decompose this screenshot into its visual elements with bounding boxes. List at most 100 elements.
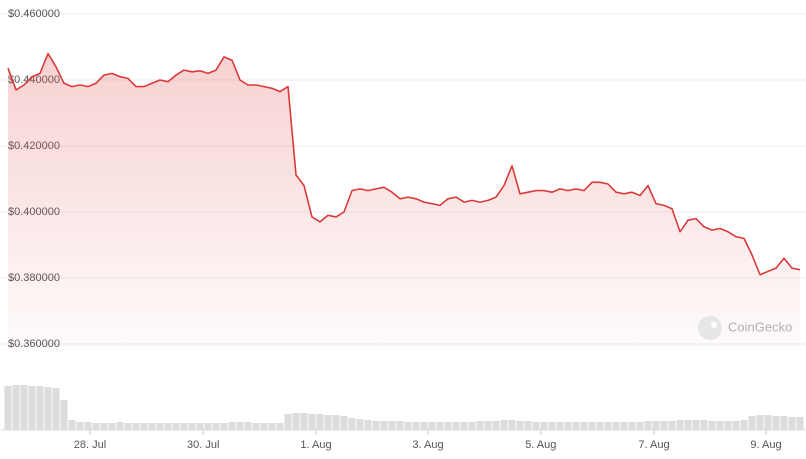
volume-bar [788,417,796,430]
volume-bar [740,420,748,430]
volume-bar [348,418,356,430]
volume-bar [108,423,116,430]
volume-bar [756,415,764,430]
volume-bar [508,420,516,430]
volume-bar [764,415,772,430]
volume-bar [212,423,220,430]
volume-bar [420,422,428,430]
volume-bar [364,420,372,430]
volume-bar [780,416,788,430]
volume-bar [380,421,388,430]
volume-bar [228,422,236,430]
volume-bar [236,422,244,430]
volume-bar [628,422,636,430]
volume-bar [596,422,604,430]
volume-bar [548,422,556,430]
x-tick-label: 5. Aug [525,439,556,451]
volume-bar [140,423,148,430]
volume-bar [436,422,444,430]
volume-bar [52,388,60,430]
volume-bar [460,422,468,430]
volume-bar [516,421,524,430]
volume-bar [268,423,276,430]
volume-bar [732,421,740,430]
volume-bar [572,422,580,430]
volume-bar [180,423,188,430]
volume-bar [100,423,108,430]
volume-bar [644,421,652,430]
watermark-text: CoinGecko [728,319,792,334]
volume-bar [532,422,540,430]
volume-bar [396,421,404,430]
volume-bar [36,386,44,430]
x-tick-label: 1. Aug [300,439,331,451]
volume-bar [244,422,252,430]
volume-bar [4,386,12,430]
volume-bar [76,422,84,430]
x-tick-label: 30. Jul [187,439,219,451]
volume-bar [724,421,732,430]
volume-bar [524,421,532,430]
y-tick-label: $0.460000 [8,8,60,20]
volume-bar [580,422,588,430]
volume-bar [84,422,92,430]
volume-bar [604,422,612,430]
area [8,53,800,350]
volume-bar [708,421,716,430]
volume-bar [588,422,596,430]
volume-bar [324,415,332,430]
volume-bar [148,423,156,430]
x-tick-label: 9. Aug [750,439,781,451]
volume-bar [68,420,76,430]
volume-bar [540,422,548,430]
volume-bar [556,422,564,430]
volume-bar [116,422,124,430]
volume-bar [204,423,212,430]
volume-bar [452,422,460,430]
volume-bar [60,400,68,430]
volume-bar [684,420,692,430]
volume-bar [172,423,180,430]
watermark: CoinGecko [698,316,792,340]
volume-bar [284,414,292,430]
volume-bar [28,386,36,430]
volume-bar [468,422,476,430]
volume-bar [412,422,420,430]
volume-bar [92,423,100,430]
volume-bar [620,422,628,430]
volume-bar [316,414,324,430]
volume-bar [404,422,412,430]
volume-bar [188,423,196,430]
volume-bar [444,422,452,430]
volume-bar [676,420,684,430]
volume-bar [220,423,228,430]
volume-bar [700,420,708,430]
x-tick-label: 7. Aug [638,439,669,451]
volume-bar [276,423,284,430]
volume-bar [196,423,204,430]
volume-bar [252,423,260,430]
volume-bar [564,422,572,430]
volume-bar [428,422,436,430]
volume-bar [124,423,132,430]
volume-bar [156,423,164,430]
volume-bar [660,421,668,430]
volume-bar [44,387,52,430]
volume-bar [164,423,172,430]
volume-bar [612,422,620,430]
volume-bar [308,414,316,430]
volume-bar [796,417,804,430]
volume-bar [668,421,676,430]
volume-bar [476,421,484,430]
volume-bar [260,423,268,430]
volume-bar [748,416,756,430]
volume-bar [132,423,140,430]
x-tick-label: 3. Aug [412,439,443,451]
volume-bar [300,413,308,430]
volume-bar [636,422,644,430]
volume-bar [372,421,380,430]
volume-bar [484,421,492,430]
volume-bar [356,419,364,430]
